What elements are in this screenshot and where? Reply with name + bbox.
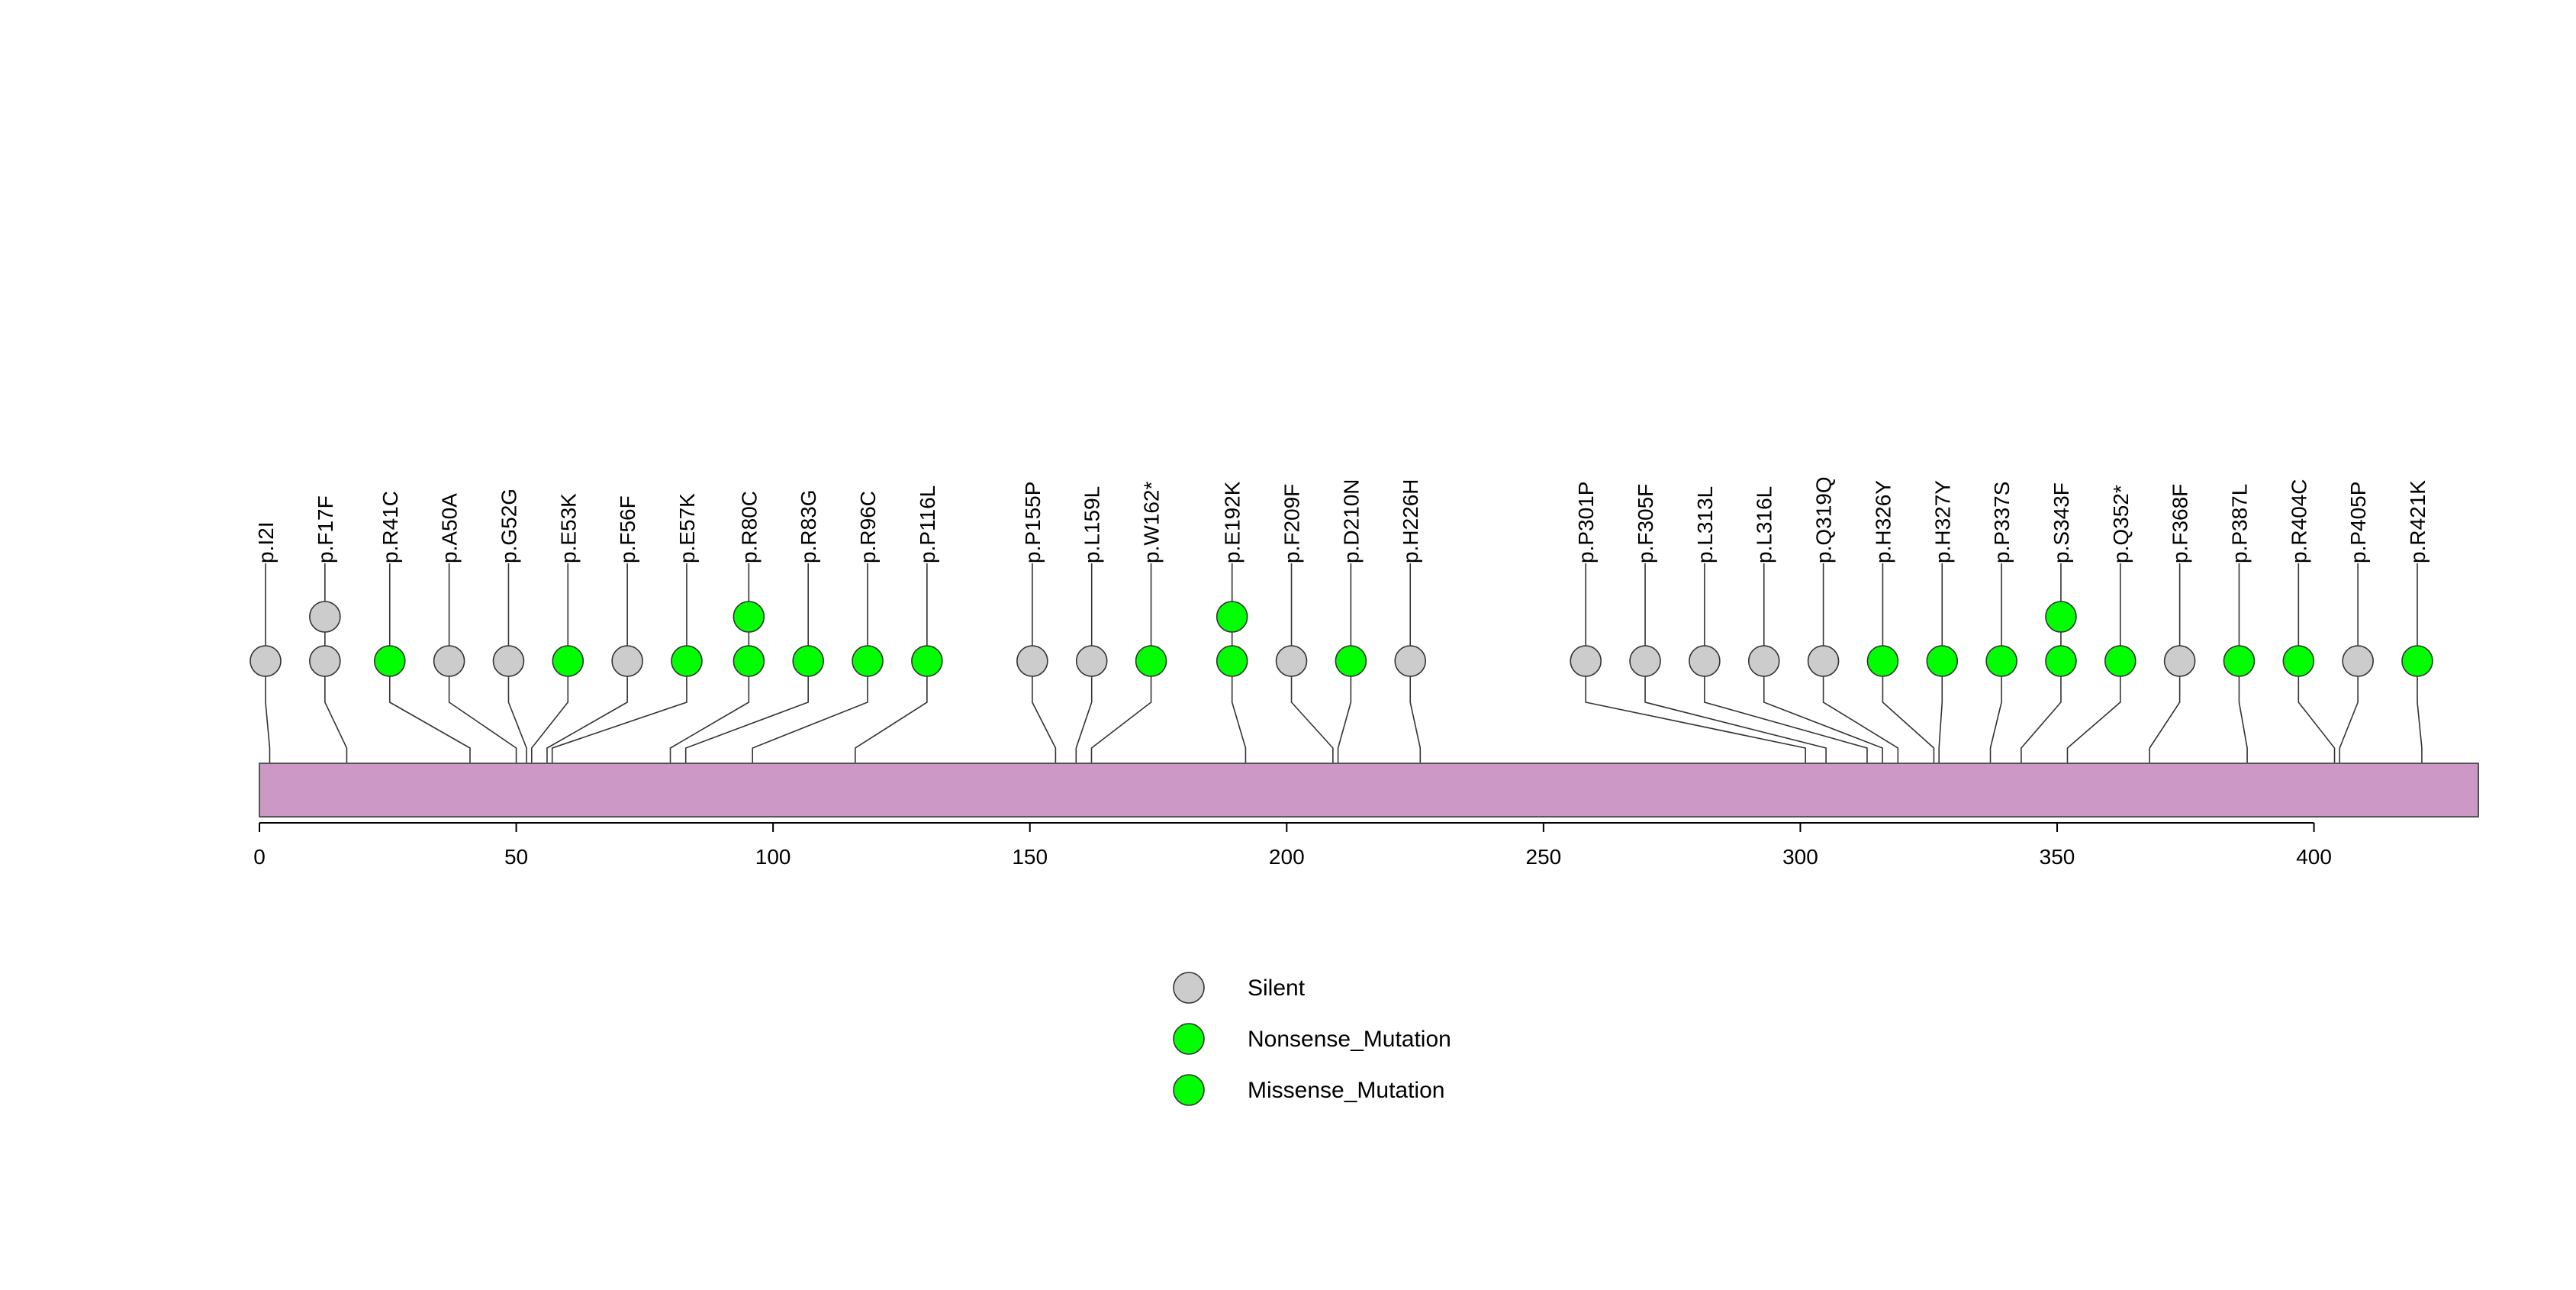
mutation-label: p.F17F bbox=[314, 495, 337, 563]
mutation-dot[interactable] bbox=[1866, 645, 1899, 677]
mutation-label: p.R80C bbox=[737, 491, 761, 563]
mutation-label: p.E53K bbox=[556, 493, 580, 563]
mutation-label: p.Q352* bbox=[2109, 485, 2133, 563]
mutation-dot[interactable] bbox=[1335, 645, 1367, 677]
mutation-dot[interactable] bbox=[1570, 645, 1602, 677]
x-tick-label: 50 bbox=[504, 845, 528, 869]
mutation-dot[interactable] bbox=[911, 645, 943, 677]
mutation-label: p.A50A bbox=[438, 493, 462, 563]
mutation-label: p.F305F bbox=[1634, 484, 1657, 563]
legend-label: Silent bbox=[1248, 976, 1306, 1001]
x-tick-label: 400 bbox=[2296, 845, 2332, 869]
mutation-dot[interactable] bbox=[1216, 601, 1248, 633]
mutation-dot[interactable] bbox=[2045, 645, 2077, 677]
mutation-dot[interactable] bbox=[733, 645, 765, 677]
mutation-dot[interactable] bbox=[2104, 645, 2136, 677]
mutation-label: p.P387L bbox=[2227, 484, 2251, 563]
legend-label: Missense_Mutation bbox=[1248, 1078, 1444, 1103]
mutation-label: p.P116L bbox=[916, 485, 939, 563]
legend-label: Nonsense_Mutation bbox=[1248, 1027, 1451, 1052]
mutation-dot[interactable] bbox=[1807, 645, 1840, 677]
mutation-dot[interactable] bbox=[552, 645, 584, 677]
mutation-lollipops: p.I2I p.F17F p.R41C p.A50A p.G52G p.E53K p.F56… bbox=[250, 476, 2433, 677]
mutation-label: p.P155P bbox=[1021, 482, 1045, 563]
mutation-label: p.H326Y bbox=[1871, 480, 1895, 563]
x-tick-label: 0 bbox=[253, 845, 266, 869]
x-tick-label: 300 bbox=[1782, 845, 1818, 869]
mutation-dot[interactable] bbox=[1629, 645, 1661, 677]
mutation-label: p.Q319Q bbox=[1812, 476, 1836, 563]
mutation-label: p.S343F bbox=[2050, 482, 2073, 563]
protein-domain-bar bbox=[259, 763, 2479, 818]
mutation-label: p.F56F bbox=[616, 495, 639, 563]
x-axis: 0 50 100 150 200 250 300 350 400 bbox=[253, 822, 2332, 869]
mutation-dot[interactable] bbox=[1216, 645, 1248, 677]
mutation-dot[interactable] bbox=[2282, 645, 2315, 677]
mutation-label: p.R421K bbox=[2406, 480, 2429, 563]
mutation-label: p.L313L bbox=[1693, 486, 1717, 563]
mutation-label: p.R404C bbox=[2287, 479, 2310, 563]
mutation-label: p.G52G bbox=[497, 489, 520, 563]
mutation-label: p.H327Y bbox=[1930, 480, 1954, 563]
mutation-label: p.D210N bbox=[1339, 479, 1363, 563]
mutation-label: p.F209F bbox=[1280, 484, 1304, 563]
mutation-dot[interactable] bbox=[852, 645, 884, 677]
mutation-dot[interactable] bbox=[309, 601, 341, 633]
legend-swatch bbox=[1173, 972, 1205, 1004]
mutation-dot[interactable] bbox=[2342, 645, 2374, 677]
mutation-dot[interactable] bbox=[792, 645, 824, 677]
mutation-dot[interactable] bbox=[433, 645, 465, 677]
mutation-dot[interactable] bbox=[1689, 645, 1721, 677]
mutation-dot[interactable] bbox=[1275, 645, 1308, 677]
legend: Silent Nonsense_Mutation Missense_Mutation bbox=[1173, 972, 1451, 1106]
mutation-label: p.P301P bbox=[1574, 482, 1598, 563]
x-tick-label: 250 bbox=[1526, 845, 1562, 869]
mutation-dot[interactable] bbox=[2401, 645, 2433, 677]
x-tick-label: 200 bbox=[1269, 845, 1305, 869]
x-tick-label: 100 bbox=[755, 845, 791, 869]
mutation-dot[interactable] bbox=[1394, 645, 1427, 677]
mutation-dot[interactable] bbox=[1747, 645, 1780, 677]
mutation-label: p.E57K bbox=[675, 493, 699, 563]
mutation-dot[interactable] bbox=[1926, 645, 1959, 677]
x-tick-label: 350 bbox=[2040, 845, 2075, 869]
mutation-dot[interactable] bbox=[309, 645, 341, 677]
mutation-label: p.R83G bbox=[797, 490, 820, 564]
mutation-dot[interactable] bbox=[250, 645, 282, 677]
mutation-label: p.L316L bbox=[1753, 486, 1776, 563]
mutation-label: p.R96C bbox=[856, 491, 880, 563]
x-tick-label: 150 bbox=[1012, 845, 1048, 869]
mutation-dot[interactable] bbox=[1016, 645, 1048, 677]
mutation-dot[interactable] bbox=[671, 645, 703, 677]
mutation-dot[interactable] bbox=[1985, 645, 2017, 677]
mutation-dot[interactable] bbox=[733, 601, 765, 633]
mutation-label: p.R41C bbox=[378, 491, 402, 563]
mutation-dot[interactable] bbox=[2163, 645, 2196, 677]
mutation-dot[interactable] bbox=[611, 645, 643, 677]
mutation-label: p.W162* bbox=[1140, 482, 1164, 563]
mutation-label: p.E192K bbox=[1221, 481, 1245, 563]
mutation-label: p.I2I bbox=[254, 522, 278, 563]
mutation-dot[interactable] bbox=[373, 645, 406, 677]
mutation-label: p.F368F bbox=[2169, 484, 2192, 563]
mutation-label: p.H226H bbox=[1399, 479, 1422, 563]
mutation-dot[interactable] bbox=[2223, 645, 2256, 677]
mutation-dot[interactable] bbox=[1075, 645, 1108, 677]
mutation-label: p.P337S bbox=[1990, 482, 2014, 563]
legend-swatch bbox=[1173, 1023, 1205, 1055]
mutation-label: p.P405P bbox=[2346, 482, 2370, 563]
mutation-dot[interactable] bbox=[492, 645, 525, 677]
legend-swatch bbox=[1173, 1074, 1205, 1106]
mutation-label: p.L159L bbox=[1080, 486, 1104, 563]
mutation-dot[interactable] bbox=[1135, 645, 1167, 677]
mutation-dot[interactable] bbox=[2045, 601, 2077, 633]
